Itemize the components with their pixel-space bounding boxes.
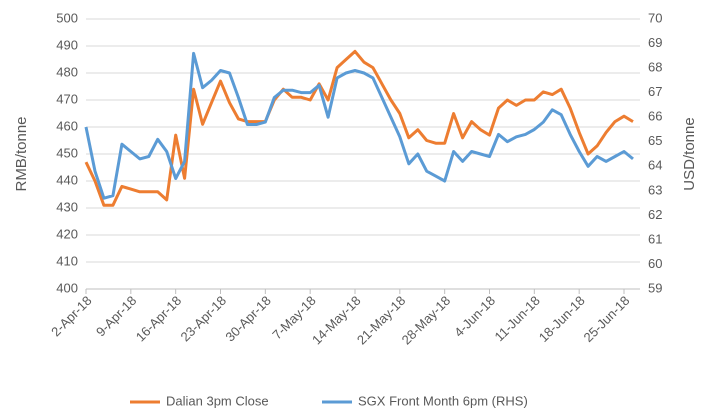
x-tick-label: 23-Apr-18 bbox=[178, 293, 229, 344]
y-tick-label: 410 bbox=[56, 253, 78, 268]
y2-axis-title: USD/tonne bbox=[681, 117, 698, 190]
y2-tick-label: 61 bbox=[648, 231, 662, 246]
y-tick-label: 420 bbox=[56, 226, 78, 241]
y-tick-label: 460 bbox=[56, 118, 78, 133]
x-tick-label: 4-Jun-18 bbox=[451, 293, 498, 340]
y-tick-label: 480 bbox=[56, 64, 78, 79]
series-line bbox=[84, 49, 634, 207]
y2-tick-label: 70 bbox=[648, 10, 662, 25]
y2-tick-label: 64 bbox=[648, 158, 662, 173]
x-tick-label: 9-Apr-18 bbox=[93, 293, 139, 339]
legend-label: Dalian 3pm Close bbox=[166, 393, 269, 408]
legend-label: SGX Front Month 6pm (RHS) bbox=[358, 393, 528, 408]
y-tick-label: 400 bbox=[56, 280, 78, 295]
x-tick-label: 2-Apr-18 bbox=[48, 293, 94, 339]
y2-tick-label: 63 bbox=[648, 182, 662, 197]
y2-tick-label: 66 bbox=[648, 109, 662, 124]
x-tick-label: 28-May-18 bbox=[399, 293, 454, 348]
y2-tick-label: 62 bbox=[648, 207, 662, 222]
y2-tick-label: 65 bbox=[648, 133, 662, 148]
y2-tick-label: 59 bbox=[648, 280, 662, 295]
y2-tick-label: 60 bbox=[648, 256, 662, 271]
y-tick-label: 490 bbox=[56, 37, 78, 52]
series-line bbox=[84, 51, 634, 200]
y-tick-label: 500 bbox=[56, 10, 78, 25]
x-tick-label: 11-Jun-18 bbox=[492, 293, 543, 344]
y-tick-label: 430 bbox=[56, 199, 78, 214]
x-tick-label: 18-Jun-18 bbox=[536, 293, 588, 345]
y2-tick-label: 67 bbox=[648, 84, 662, 99]
x-tick-label: 16-Apr-18 bbox=[133, 293, 184, 344]
y-axis-title: RMB/tonne bbox=[13, 116, 30, 191]
y2-tick-label: 69 bbox=[648, 35, 662, 50]
x-tick-label: 25-Jun-18 bbox=[581, 293, 633, 345]
y-tick-label: 440 bbox=[56, 172, 78, 187]
y-tick-label: 470 bbox=[56, 91, 78, 106]
y-tick-label: 450 bbox=[56, 145, 78, 160]
y2-tick-label: 68 bbox=[648, 60, 662, 75]
x-tick-label: 30-Apr-18 bbox=[222, 293, 273, 344]
